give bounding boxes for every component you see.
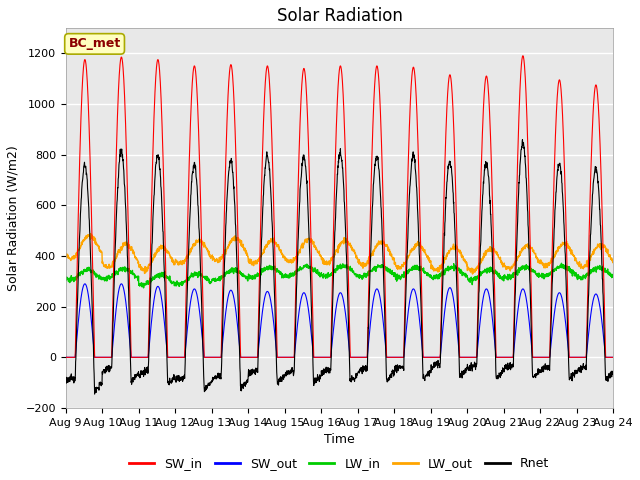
X-axis label: Time: Time (324, 433, 355, 446)
Text: BC_met: BC_met (68, 37, 121, 50)
Legend: SW_in, SW_out, LW_in, LW_out, Rnet: SW_in, SW_out, LW_in, LW_out, Rnet (125, 452, 554, 475)
Y-axis label: Solar Radiation (W/m2): Solar Radiation (W/m2) (7, 145, 20, 291)
Title: Solar Radiation: Solar Radiation (276, 7, 403, 25)
